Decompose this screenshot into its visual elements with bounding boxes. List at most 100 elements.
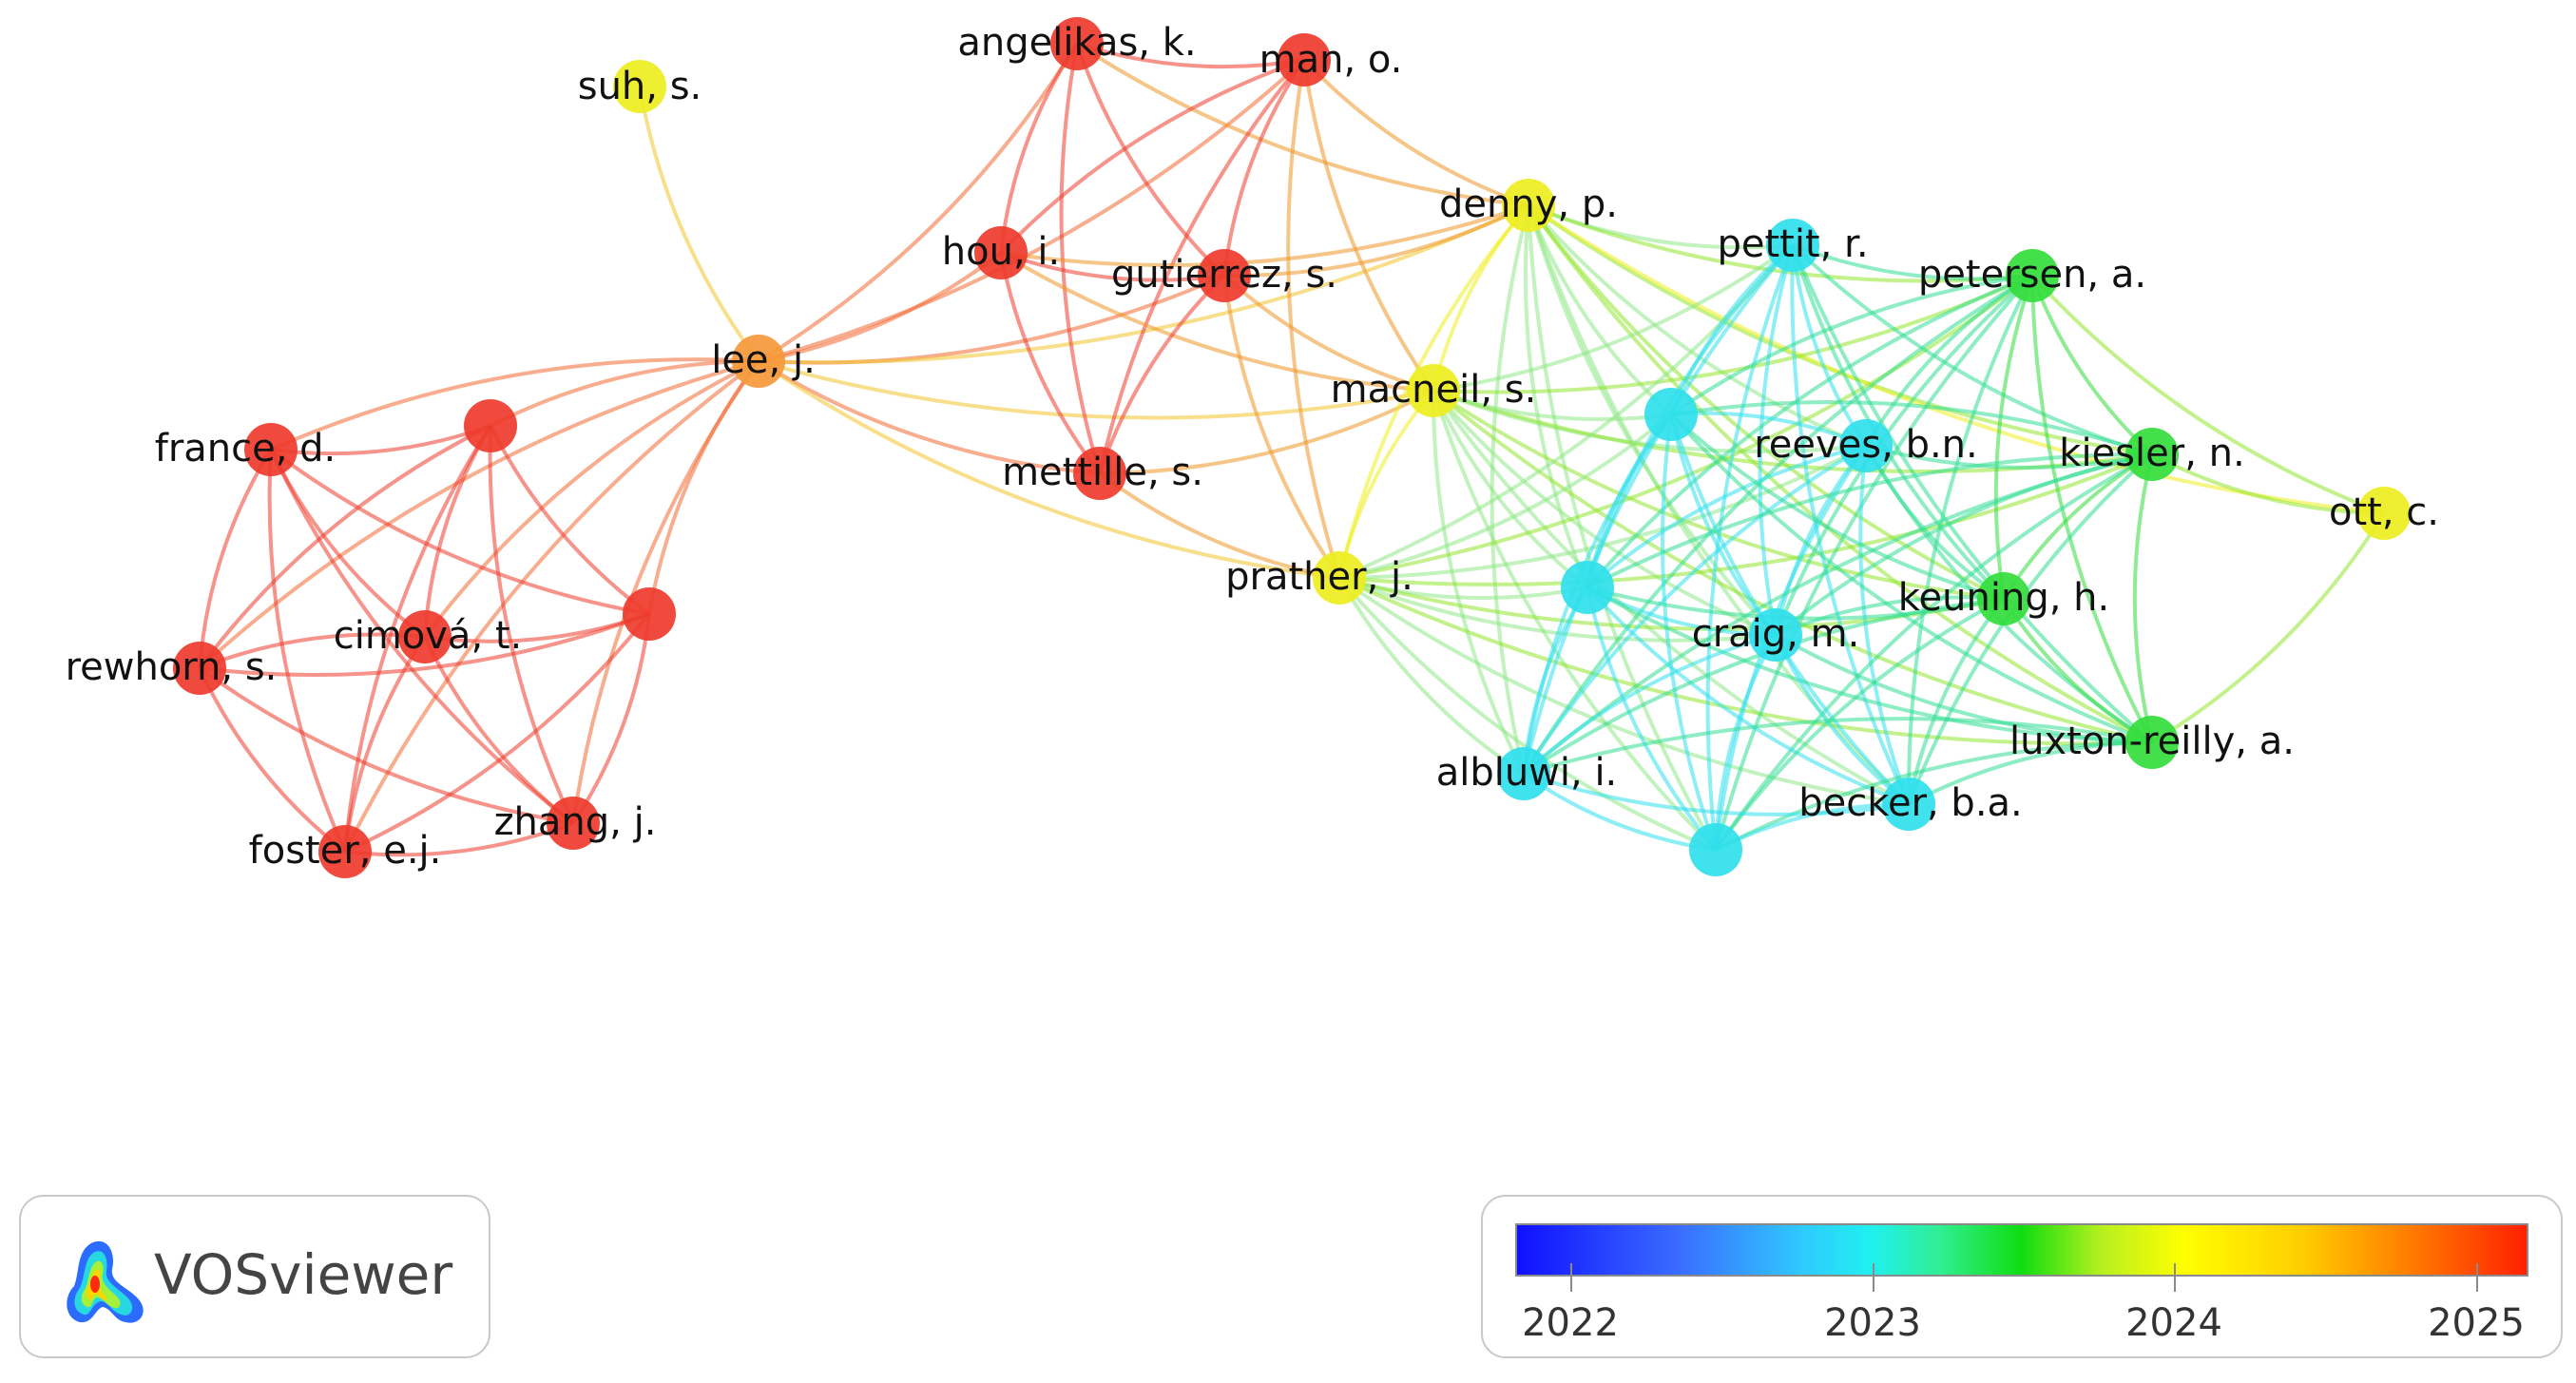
- co-authorship-link: [267, 449, 347, 853]
- co-authorship-link: [1669, 274, 2033, 416]
- co-authorship-link: [490, 359, 759, 428]
- co-authorship-link: [1775, 633, 2153, 744]
- co-authorship-link: [638, 86, 760, 363]
- co-authorship-link: [1993, 275, 2034, 600]
- co-authorship-link: [1302, 59, 1435, 393]
- co-authorship-link: [1338, 576, 1777, 643]
- author-node[interactable]: [398, 610, 452, 663]
- co-authorship-link: [1906, 275, 2034, 805]
- author-node[interactable]: [173, 642, 226, 695]
- co-authorship-link: [2132, 453, 2154, 743]
- co-authorship-link: [269, 448, 650, 616]
- co-authorship-link: [1000, 203, 1529, 267]
- co-authorship-link: [1098, 58, 1306, 474]
- co-authorship-link: [1792, 243, 2033, 281]
- author-label: zhang, j.: [494, 800, 657, 844]
- author-label: mettille, s.: [1002, 451, 1203, 494]
- author-label: petersen, a.: [1918, 253, 2146, 297]
- author-node[interactable]: [464, 399, 517, 452]
- author-label: france, d.: [155, 427, 336, 471]
- legend-tick-mark: [2476, 1263, 2478, 1292]
- co-authorship-link: [1523, 772, 1910, 816]
- legend-tick-mark: [2174, 1263, 2176, 1292]
- legend-tick-label: 2025: [2428, 1301, 2525, 1345]
- legend-tick-label: 2024: [2125, 1301, 2222, 1345]
- co-authorship-link: [1714, 452, 2153, 852]
- co-authorship-link: [1527, 204, 1911, 806]
- co-authorship-link: [758, 58, 1306, 363]
- author-node[interactable]: [244, 423, 298, 476]
- co-authorship-link: [1527, 203, 2005, 601]
- author-node[interactable]: [1313, 551, 1366, 605]
- co-authorship-link: [1758, 244, 1795, 636]
- author-node[interactable]: [732, 335, 785, 388]
- author-label: foster, e.j.: [249, 829, 442, 873]
- author-node[interactable]: [613, 60, 666, 113]
- author-node[interactable]: [974, 226, 1028, 279]
- co-authorship-link: [1661, 413, 1718, 851]
- co-authorship-link: [1714, 274, 2034, 851]
- co-authorship-link: [344, 821, 574, 857]
- author-label: denny, p.: [1439, 182, 1618, 226]
- author-node[interactable]: [1050, 17, 1104, 70]
- co-authorship-link: [1098, 471, 1340, 580]
- co-authorship-link: [1000, 251, 1225, 282]
- co-authorship-link: [1670, 400, 2153, 456]
- co-authorship-link: [1858, 445, 1911, 805]
- author-node[interactable]: [2006, 249, 2059, 302]
- author-label: keuning, h.: [1898, 576, 2109, 620]
- author-node[interactable]: [1839, 419, 1893, 472]
- author-node[interactable]: [2125, 428, 2179, 481]
- co-authorship-link: [1223, 203, 1529, 279]
- co-authorship-link: [1669, 413, 2005, 601]
- author-label: lee, j.: [711, 338, 816, 382]
- author-node[interactable]: [1073, 447, 1126, 500]
- co-authorship-link: [1522, 633, 1777, 776]
- co-authorship-link: [1586, 586, 1910, 806]
- co-authorship-link: [1527, 203, 2153, 744]
- co-authorship-link: [1076, 42, 1305, 69]
- author-label: prather, j.: [1225, 555, 1413, 599]
- author-node[interactable]: [1561, 561, 1614, 614]
- co-authorship-link: [2030, 275, 2154, 743]
- author-label: luxton-reilly, a.: [2009, 720, 2295, 763]
- co-authorship-link: [1523, 717, 2153, 776]
- author-node[interactable]: [1766, 219, 1819, 272]
- author-node[interactable]: [1278, 33, 1331, 86]
- author-label: hou, i.: [942, 230, 1060, 274]
- co-authorship-link: [1432, 203, 1530, 392]
- co-authorship-link: [758, 359, 1434, 420]
- legend-tick-mark: [1570, 1263, 1572, 1292]
- author-label: rewhorn, s.: [66, 645, 278, 689]
- author-node[interactable]: [318, 825, 372, 878]
- co-authorship-link: [1774, 634, 1911, 806]
- author-node[interactable]: [2125, 716, 2179, 769]
- author-node[interactable]: [2357, 487, 2411, 540]
- author-label: angelikas, k.: [957, 21, 1196, 65]
- co-authorship-link: [1286, 59, 1341, 579]
- co-authorship-link: [2150, 511, 2386, 744]
- author-node[interactable]: [1497, 747, 1550, 800]
- co-authorship-link: [488, 425, 575, 824]
- author-node[interactable]: [547, 797, 600, 850]
- co-authorship-link: [999, 58, 1305, 255]
- co-authorship-link: [1907, 597, 2006, 805]
- author-label: macneil, s.: [1331, 368, 1537, 412]
- co-authorship-link: [1338, 274, 2034, 580]
- author-node[interactable]: [1689, 823, 1742, 876]
- author-node[interactable]: [1644, 388, 1698, 441]
- co-authorship-link: [758, 251, 1003, 363]
- author-node[interactable]: [623, 587, 676, 641]
- author-label: gutierrez, s.: [1111, 253, 1337, 297]
- author-node[interactable]: [1407, 364, 1460, 417]
- co-authorship-link: [199, 612, 650, 678]
- co-authorship-link: [1669, 413, 2153, 744]
- author-node[interactable]: [1882, 778, 1935, 831]
- author-node[interactable]: [1977, 572, 2030, 625]
- co-authorship-network: angelikas, k. man, o. suh, s. denny, p. hou,…: [66, 17, 2439, 878]
- author-node[interactable]: [1198, 249, 1251, 302]
- author-node[interactable]: [1749, 608, 1802, 662]
- co-authorship-link: [198, 667, 347, 854]
- author-label: craig, m.: [1692, 612, 1860, 656]
- author-node[interactable]: [1502, 179, 1555, 232]
